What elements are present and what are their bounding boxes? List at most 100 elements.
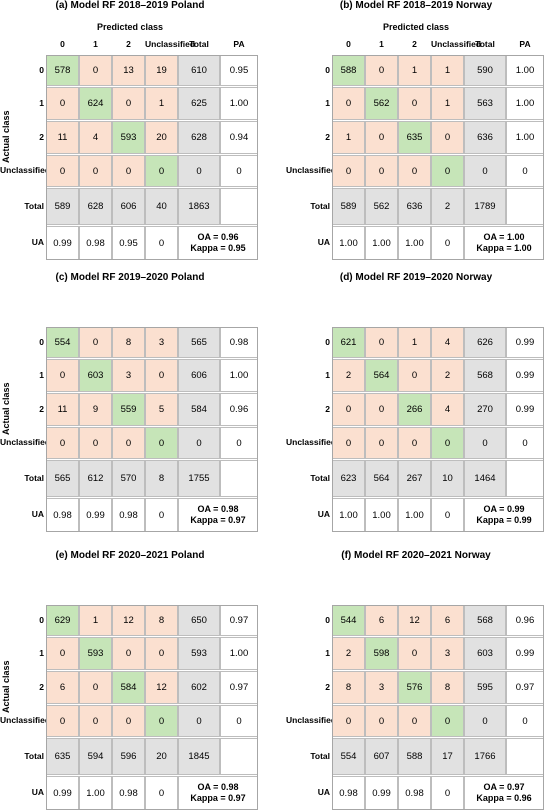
matrix-cell: 4 xyxy=(431,327,464,358)
row-header: Total xyxy=(310,200,330,211)
matrix-cell: 8 xyxy=(145,605,178,636)
matrix-cell: 8 xyxy=(431,671,464,704)
matrix-cell: 628 xyxy=(79,188,112,225)
oa-kappa-box: OA = 0.98 Kappa = 0.97 xyxy=(178,498,258,532)
matrix-cell: 0 xyxy=(220,155,258,187)
matrix-cell: 584 xyxy=(112,671,145,704)
matrix-cell: 1755 xyxy=(178,460,220,497)
column-header: 2 xyxy=(126,39,131,49)
matrix-cell: 568 xyxy=(464,359,506,392)
row-header: Total xyxy=(24,750,44,761)
matrix-cell: 578 xyxy=(46,55,79,86)
confusion-matrix-panel: (a) Model RF 2018–2019 Poland Predicted c… xyxy=(0,0,264,262)
column-header: PA xyxy=(519,39,531,49)
row-header: 0 xyxy=(39,336,44,347)
panel-title: (b) Model RF 2018–2019 Norway xyxy=(339,0,493,11)
matrix-cell: 2 xyxy=(431,188,464,225)
matrix-cell: 1.00 xyxy=(332,226,365,260)
oa-kappa-box: OA = 1.00 Kappa = 1.00 xyxy=(464,226,544,260)
matrix-cell: 0 xyxy=(79,55,112,86)
matrix-cell: 19 xyxy=(145,55,178,86)
matrix-cell: 0 xyxy=(332,87,365,120)
matrix-cell: 0.98 xyxy=(112,498,145,532)
matrix-cell: 0 xyxy=(112,427,145,459)
matrix-cell: 0 xyxy=(332,705,365,737)
matrix-cell: 0.98 xyxy=(46,498,79,532)
oa-kappa-box: OA = 0.98 Kappa = 0.97 xyxy=(178,776,258,810)
matrix-cell: 0 xyxy=(112,637,145,670)
matrix-cell: 1766 xyxy=(464,738,506,775)
row-header: Unclassified xyxy=(286,165,337,175)
overall-accuracy: OA = 1.00 xyxy=(483,232,525,242)
matrix-cell: 3 xyxy=(112,359,145,392)
matrix-cell: 0 xyxy=(46,427,79,459)
row-header: 2 xyxy=(325,131,330,142)
matrix-cell: 0 xyxy=(398,427,431,459)
matrix-cell: 267 xyxy=(398,460,431,497)
matrix-cell: 1.00 xyxy=(220,359,258,392)
matrix-cell: 20 xyxy=(145,738,178,775)
matrix-cell: 0.97 xyxy=(506,671,544,704)
column-header: 0 xyxy=(346,39,351,49)
matrix-cell: 0 xyxy=(46,155,79,187)
matrix-cell: 2 xyxy=(332,637,365,670)
row-header: Total xyxy=(24,200,44,211)
matrix-cell: 9 xyxy=(79,393,112,426)
matrix-cell: 4 xyxy=(79,121,112,154)
matrix-cell: 2 xyxy=(431,359,464,392)
row-header: 2 xyxy=(39,131,44,142)
matrix-cell: 594 xyxy=(79,738,112,775)
matrix-cell: 0 xyxy=(398,637,431,670)
matrix-cell: 590 xyxy=(464,55,506,86)
matrix-cell: 0.98 xyxy=(79,226,112,260)
row-header: 1 xyxy=(325,369,330,380)
matrix-cell: 623 xyxy=(332,460,365,497)
column-header: Total xyxy=(189,39,209,49)
matrix-cell: 563 xyxy=(464,87,506,120)
matrix-cell: 0 xyxy=(178,155,220,187)
oa-kappa-box: OA = 0.97 Kappa = 0.96 xyxy=(464,776,544,810)
matrix-cell xyxy=(220,460,258,497)
column-header: Unclassified xyxy=(145,39,196,49)
matrix-cell: 0 xyxy=(145,776,178,810)
confusion-matrix-panel: (b) Model RF 2018–2019 Norway Predicted c… xyxy=(286,0,550,262)
matrix-cell: 554 xyxy=(46,327,79,358)
matrix-cell: 0 xyxy=(178,427,220,459)
matrix-cell: 593 xyxy=(178,637,220,670)
matrix-cell: 6 xyxy=(431,605,464,636)
matrix-cell: 0 xyxy=(365,55,398,86)
matrix-cell: 610 xyxy=(178,55,220,86)
matrix-cell xyxy=(506,188,544,225)
overall-accuracy: OA = 0.98 xyxy=(197,782,239,792)
overall-accuracy: OA = 0.99 xyxy=(483,504,525,514)
confusion-matrix-panel: (e) Model RF 2020–2021 Poland 0 629 1 12 8 650… xyxy=(0,550,264,812)
overall-accuracy: OA = 0.96 xyxy=(197,232,239,242)
matrix-cell: 0.94 xyxy=(220,121,258,154)
matrix-cell: 0 xyxy=(220,427,258,459)
kappa-value: Kappa = 1.00 xyxy=(476,243,532,253)
matrix-cell: 625 xyxy=(178,87,220,120)
matrix-cell: 0 xyxy=(365,121,398,154)
matrix-cell: 0 xyxy=(332,393,365,426)
matrix-cell: 1 xyxy=(332,121,365,154)
matrix-cell: 626 xyxy=(464,327,506,358)
matrix-cell: 607 xyxy=(365,738,398,775)
matrix-cell: 0 xyxy=(431,427,464,459)
matrix-cell: 576 xyxy=(398,671,431,704)
matrix-cell: 584 xyxy=(178,393,220,426)
matrix-cell: 0 xyxy=(332,155,365,187)
row-header: 0 xyxy=(325,336,330,347)
row-header: UA xyxy=(31,237,44,247)
matrix-cell: 606 xyxy=(178,359,220,392)
matrix-cell: 1464 xyxy=(464,460,506,497)
matrix-cell xyxy=(506,738,544,775)
matrix-cell: 588 xyxy=(398,738,431,775)
matrix-cell: 1 xyxy=(79,605,112,636)
matrix-cell: 559 xyxy=(112,393,145,426)
row-header: 2 xyxy=(39,403,44,414)
matrix-cell: 4 xyxy=(431,393,464,426)
matrix-cell: 8 xyxy=(112,327,145,358)
matrix-cell: 1.00 xyxy=(220,637,258,670)
row-header: UA xyxy=(31,509,44,519)
matrix-cell: 12 xyxy=(398,605,431,636)
